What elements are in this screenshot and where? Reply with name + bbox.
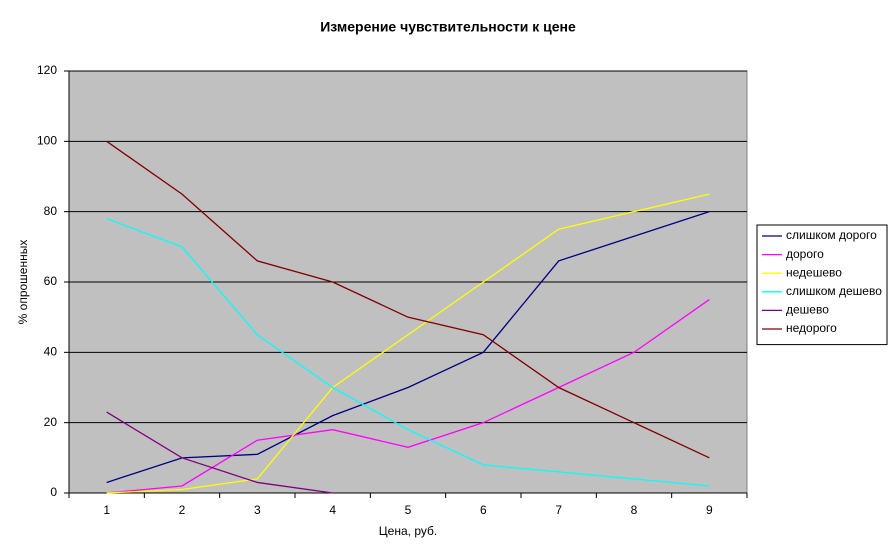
y-tick-label: 60	[44, 274, 58, 288]
x-tick-label: 6	[480, 503, 487, 517]
legend-label: недорого	[786, 321, 837, 335]
series-line	[106, 299, 710, 494]
y-tick-label: 20	[44, 415, 58, 429]
y-tick-label: 40	[44, 345, 58, 359]
legend-label: дешево	[786, 303, 829, 317]
x-tick-label: 3	[254, 503, 261, 517]
series-line	[106, 211, 710, 484]
series-line	[106, 193, 710, 494]
x-tick-label: 1	[103, 503, 110, 517]
x-tick-label: 8	[631, 503, 638, 517]
x-tick-label: 4	[329, 503, 336, 517]
series-line	[106, 411, 333, 494]
chart-title: Измерение чувствительности к цене	[320, 19, 576, 35]
y-tick-label: 0	[50, 485, 57, 499]
x-tick-label: 7	[555, 503, 562, 517]
legend-label: слишком дорого	[786, 228, 877, 242]
x-tick-label: 2	[179, 503, 186, 517]
series-line	[106, 218, 710, 487]
legend-label: недешево	[786, 265, 842, 279]
y-tick-label: 100	[37, 134, 57, 148]
series-line	[106, 140, 710, 459]
y-axis-label: % опрошенных	[16, 240, 30, 325]
legend	[756, 224, 888, 346]
x-axis-label: Цена, руб.	[379, 524, 437, 538]
x-tick-label: 9	[706, 503, 713, 517]
legend-label: дорого	[786, 247, 824, 261]
y-tick-label: 80	[44, 204, 58, 218]
legend-label: слишком дешево	[786, 284, 882, 298]
x-tick-label: 5	[405, 503, 412, 517]
y-tick-label: 120	[37, 63, 57, 77]
